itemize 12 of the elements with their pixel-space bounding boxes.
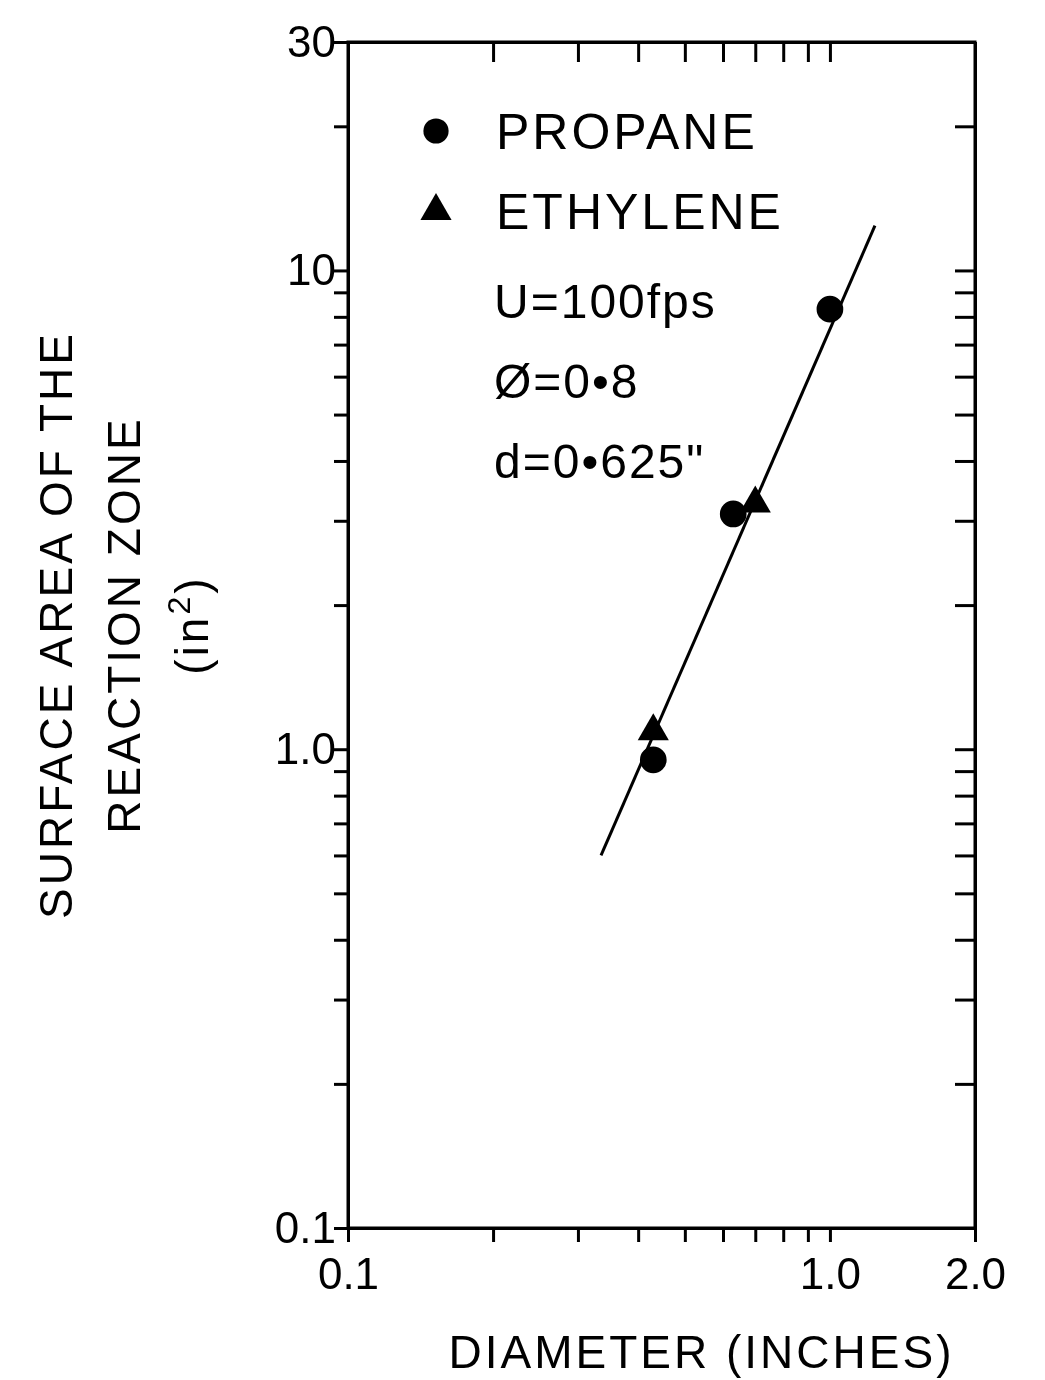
annotation: Ø=0•8	[494, 355, 640, 408]
y-tick-label: 10	[287, 245, 336, 295]
y-tick-label: 0.1	[274, 1202, 336, 1252]
x-tick-label: 2.0	[944, 1249, 1007, 1299]
legend-label: PROPANE	[496, 104, 758, 160]
y-tick-label: 1.0	[274, 723, 336, 773]
x-tick-label: 1.0	[799, 1249, 862, 1299]
x-axis-title: DIAMETER (INCHES)	[448, 1326, 955, 1378]
y-tick-label: 30	[287, 16, 336, 66]
legend-label: ETHYLENE	[496, 184, 784, 240]
annotation: U=100fps	[494, 275, 717, 328]
annotation: d=0•625"	[494, 435, 706, 488]
